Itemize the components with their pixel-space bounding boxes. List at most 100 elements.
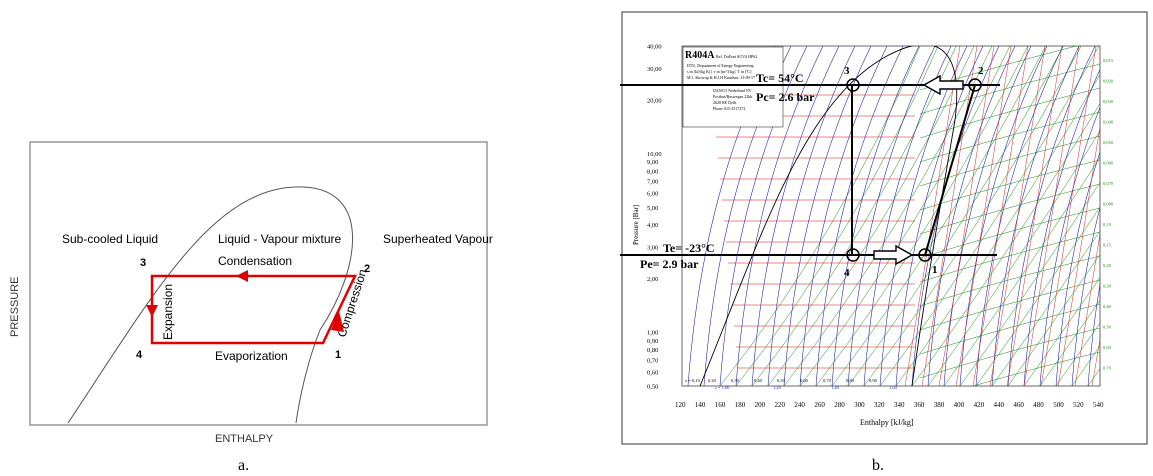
isochore-line — [919, 183, 1100, 235]
volume-label: 0,040 — [1103, 120, 1114, 126]
y-tick-label: 0,60 — [647, 369, 658, 376]
x-tick-label: 400 — [954, 401, 965, 409]
x-tick-label: 140 — [695, 401, 706, 409]
x-tick-label: 280 — [834, 401, 845, 409]
isentrope-line — [831, 46, 920, 386]
region-mixture-label: Liquid - Vapour mixture — [218, 232, 341, 246]
quality-label: 0,20 — [708, 378, 717, 384]
y-tick-label: 40,00 — [647, 44, 662, 51]
isochore-line — [919, 63, 1100, 115]
info-line-2: s in [kJ/(kg K)]. v in [m^3/kg]. T in [º… — [687, 69, 752, 74]
isentrope-line — [943, 46, 1032, 386]
isochore-line — [751, 46, 957, 386]
state-label-3: 3 — [844, 65, 850, 77]
volume-label: 0,30 — [1103, 284, 1112, 290]
isentrope-line — [751, 46, 840, 386]
quality-label: 0,80 — [846, 378, 855, 384]
info-line-3: M.J. Skovrup & H.J.H Knudsen. 13-09-17 — [687, 75, 755, 80]
condensation-hollow-arrow — [922, 74, 964, 96]
isochore-line — [919, 207, 1100, 259]
isentrope-line — [1087, 282, 1100, 386]
isentrope-line — [847, 46, 936, 386]
axis-y-label: PRESSURE — [9, 276, 21, 337]
isochore-line — [919, 87, 1100, 139]
isentrope-line — [895, 46, 984, 386]
state-label-1: 1 — [932, 264, 938, 276]
volume-label: 0,015 — [1103, 58, 1114, 64]
isochore-line — [815, 46, 1029, 386]
x-tick-label: 500 — [1053, 401, 1064, 409]
info-line-1: DTU, Department of Energy Engineering — [687, 63, 753, 69]
volume-label: 0,030 — [1103, 99, 1114, 105]
tick-layer: 120 140 160 180 200 220 240 260 280 300 320 340 360 3… — [647, 44, 1114, 410]
x-axis-title: Enthalpy [kJ/kg] — [860, 418, 914, 427]
state-point-4: 4 — [136, 349, 143, 361]
chart-subtitle: Ref. DuPont SUVA HP62 — [716, 54, 757, 59]
isochore-line — [1007, 253, 1100, 386]
volume-label: 0,10 — [1103, 222, 1112, 228]
x-tick-label: 460 — [1013, 401, 1024, 409]
x-tick-label: 260 — [814, 401, 825, 409]
y-tick-label: 2,00 — [647, 276, 658, 283]
x-tick-label: 520 — [1073, 401, 1084, 409]
isochore-line — [847, 46, 1064, 386]
isochore-line — [927, 130, 1100, 386]
volume-label: 0,020 — [1103, 79, 1114, 85]
y-tick-label: 6,00 — [647, 191, 658, 198]
x-tick-label: 340 — [894, 401, 905, 409]
state-marker-3 — [846, 78, 860, 92]
annotation-tc: Tc= 54°C — [756, 71, 804, 85]
x-tick-label: 420 — [974, 401, 985, 409]
isentrope-line — [783, 46, 872, 386]
condensation-arrow — [236, 270, 248, 282]
compression-arrow — [331, 311, 344, 332]
quality-label: 0,40 — [754, 378, 763, 384]
state-label-4: 4 — [844, 267, 850, 279]
isochore-line — [863, 46, 1082, 386]
volume-label: 0,080 — [1103, 202, 1114, 208]
cycle-path — [150, 274, 357, 345]
x-tick-label: 380 — [934, 401, 945, 409]
isochore-line — [919, 111, 1100, 163]
volume-label: 0,70 — [1103, 366, 1112, 372]
x-tick-label: 440 — [993, 401, 1004, 409]
isentrope-line — [991, 46, 1080, 386]
volume-label: 0,050 — [1103, 140, 1114, 146]
state-point-2: 2 — [364, 263, 370, 275]
x-tick-label: 220 — [775, 401, 786, 409]
isentrope-line — [959, 46, 1048, 386]
y-tick-label: 4,00 — [647, 222, 658, 229]
isochore-line — [911, 103, 1100, 386]
isochore-line — [919, 231, 1100, 283]
isochore-line — [1039, 299, 1100, 386]
y-tick-label: 0,90 — [647, 338, 658, 345]
isentrope-line — [1007, 46, 1096, 386]
isentrope-line — [1071, 206, 1100, 386]
panel-a: Sub-cooled Liquid Liquid - Vapour mixtur… — [9, 141, 493, 474]
y-tick-label: 8,00 — [647, 168, 658, 175]
isochore-line — [991, 230, 1100, 386]
isochore-line — [919, 135, 1100, 187]
panel-a-frame — [29, 141, 488, 426]
company-line-1: DANCO Nederland NV — [713, 88, 752, 93]
state-label-2: 2 — [978, 65, 984, 77]
volume-label: 0,60 — [1103, 345, 1112, 351]
y-tick-label: 9,00 — [647, 159, 658, 166]
x-tick-label: 180 — [735, 401, 746, 409]
quality-label: 0,70 — [823, 378, 832, 384]
chart-title: R404A — [685, 50, 715, 61]
isentrope-line — [1039, 106, 1100, 386]
y-tick-label: 7,00 — [647, 179, 658, 186]
company-line-2: Postbus/Buswegan 22bb — [713, 94, 752, 99]
isochore-line — [943, 156, 1100, 386]
isentrope-line — [975, 46, 1064, 386]
region-subcooled-label: Sub-cooled Liquid — [62, 232, 158, 246]
annotation-pc: Pc= 2.6 bar — [756, 90, 815, 104]
volume-label: 0,060 — [1103, 161, 1114, 167]
entropy-label: 1,20 — [773, 385, 782, 391]
x-tick-label: 480 — [1033, 401, 1044, 409]
y-tick-label: 0,50 — [647, 384, 658, 391]
quality-label: x = 0,10 — [685, 378, 701, 384]
x-tick-label: 320 — [874, 401, 885, 409]
